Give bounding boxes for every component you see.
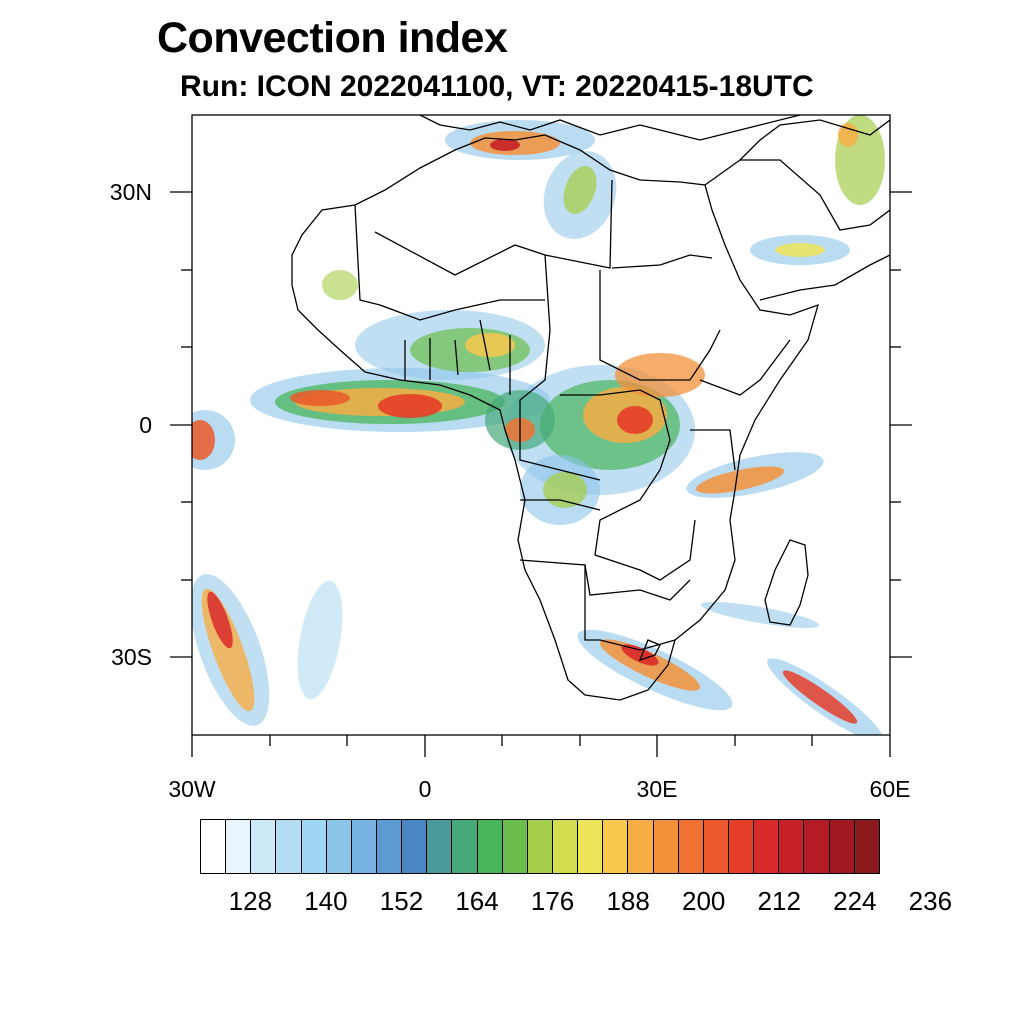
colorbar-tick-label: 212 [757, 886, 801, 916]
colorbar-box [477, 820, 503, 873]
colorbar-box [552, 820, 579, 873]
colorbar-box [754, 820, 780, 873]
colorbar-box [201, 820, 227, 873]
colorbar-box [326, 820, 352, 873]
colorbar-box [452, 820, 478, 873]
colorbar-tick-label: 176 [530, 886, 575, 916]
x-tick-label-0: 0 [419, 776, 432, 802]
colorbar-box [678, 820, 704, 873]
map-ticks [170, 191, 912, 757]
colorbar-box [779, 820, 805, 873]
chart-title: Convection index [157, 14, 508, 62]
country-borders [291, 115, 890, 701]
colorbar-box [402, 820, 428, 873]
colorbar-labels: 128 140 152 164 176 188 200 212 224 236 [0, 886, 1024, 920]
colorbar-box [804, 820, 830, 873]
colorbar-box [226, 820, 252, 873]
x-tick-label-30e: 30E [637, 776, 678, 802]
colorbar-tick-label: 128 [228, 886, 273, 916]
colorbar [200, 819, 880, 874]
colorbar-box [578, 820, 604, 873]
chart-subtitle: Run: ICON 2022041100, VT: 20220415-18UTC [180, 70, 814, 103]
colorbar-box [703, 820, 729, 873]
colorbar-box [502, 820, 528, 873]
colorbar-tick-label: 164 [455, 886, 499, 916]
convection-field [192, 115, 885, 735]
colorbar-box [301, 820, 327, 873]
x-tick-label-60e: 60E [870, 776, 911, 802]
colorbar-tick-label: 140 [304, 886, 348, 916]
colorbar-tick-label: 200 [682, 886, 726, 916]
colorbar-box [603, 820, 629, 873]
colorbar-tick-label: 236 [908, 886, 953, 916]
colorbar-box [376, 820, 403, 873]
colorbar-tick-label: 224 [833, 886, 877, 916]
y-tick-label-30n: 30N [110, 179, 152, 205]
y-tick-label-0: 0 [139, 412, 152, 438]
colorbar-box [276, 820, 302, 873]
colorbar-box [351, 820, 377, 873]
colorbar-box [728, 820, 755, 873]
colorbar-box [628, 820, 654, 873]
x-tick-label-30w: 30W [168, 776, 216, 802]
colorbar-box [427, 820, 453, 873]
colorbar-box [854, 820, 879, 873]
colorbar-tick-label: 188 [606, 886, 650, 916]
colorbar-box [251, 820, 277, 873]
colorbar-box [653, 820, 679, 873]
colorbar-box [829, 820, 855, 873]
colorbar-tick-label: 152 [379, 886, 424, 916]
y-tick-label-30s: 30S [111, 644, 152, 670]
colorbar-box [527, 820, 553, 873]
